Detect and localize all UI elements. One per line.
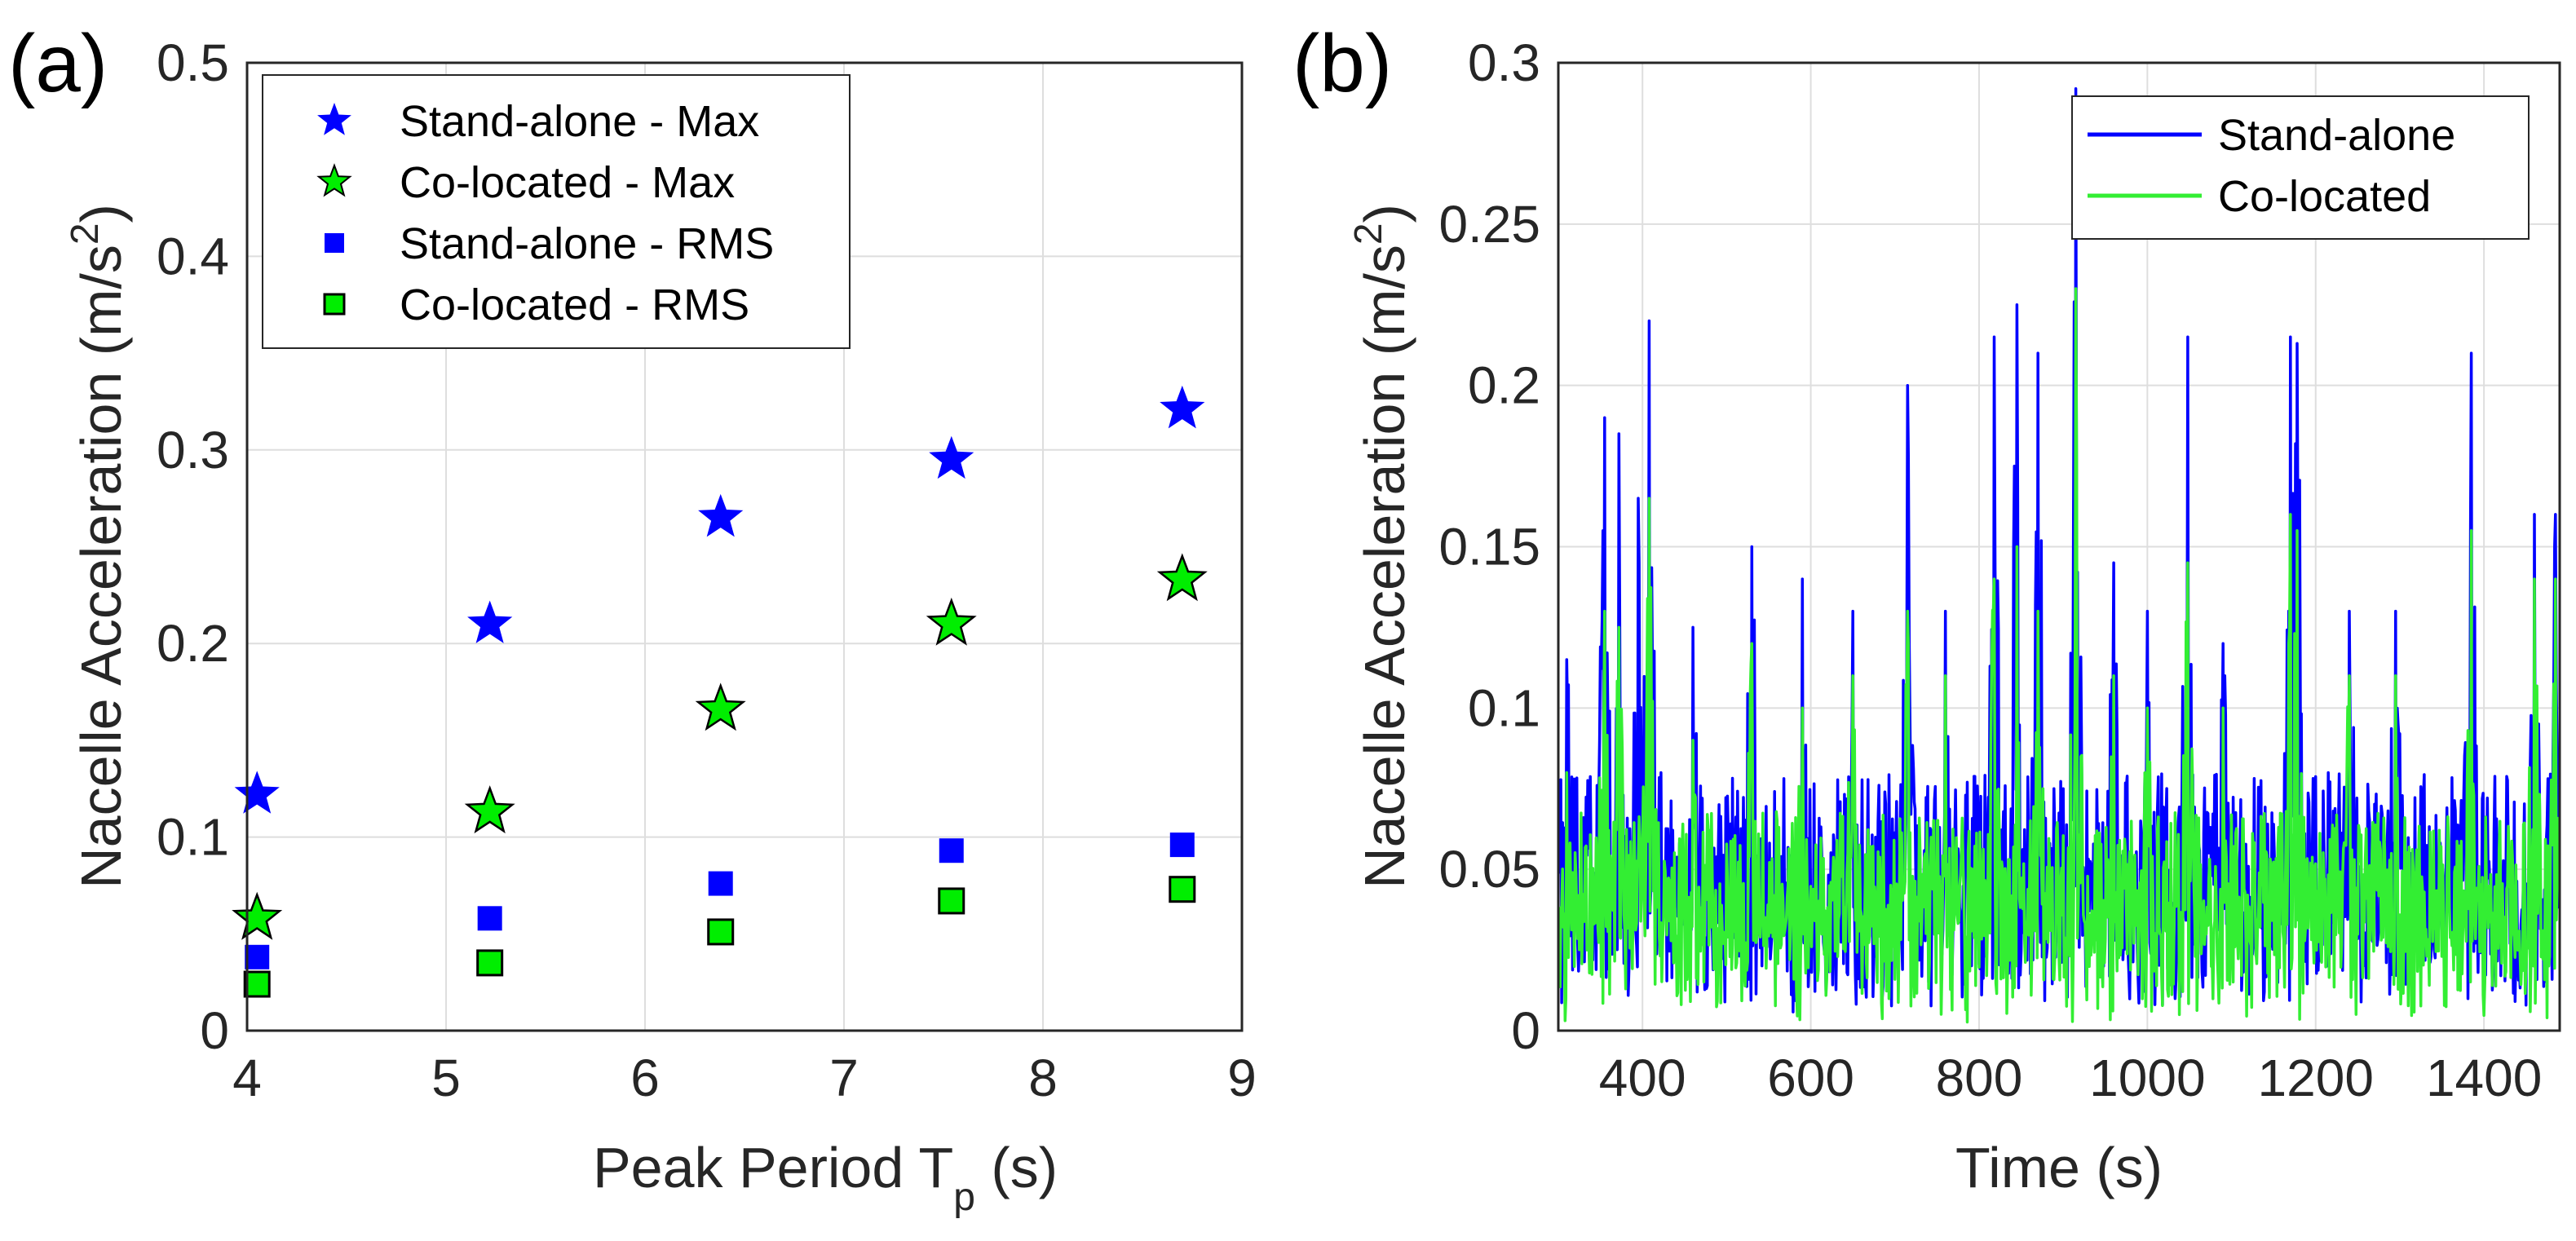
panel-b-label: (b) — [1292, 18, 1392, 109]
panel-a-legend-label: Stand-alone - RMS — [400, 219, 774, 268]
panel-a-axes-box — [245, 61, 1244, 1032]
panel-a-legend-star-icon — [316, 163, 352, 197]
panel-a-square-marker-s3-p4 — [1169, 876, 1196, 903]
panel-b-y-tick-labels: 0 0.05 0.1 0.15 0.2 0.25 0.3 — [1438, 33, 1540, 1060]
panel-b-y-label-suffix: ) — [1353, 204, 1416, 223]
panel-a-y-tick-label: 0 — [200, 1001, 229, 1060]
panel-b-y-tick-label: 0.25 — [1438, 195, 1540, 254]
panel-a-legend-square-icon — [325, 233, 344, 253]
panel-a-square-marker-s3-p0 — [243, 970, 271, 998]
panel-a-star-marker-s1-p0 — [232, 891, 283, 940]
panel-b-x-tick-label: 1200 — [2258, 1049, 2374, 1107]
panel-a-y-label-suffix: ) — [69, 204, 133, 223]
panel-a-star-marker-s0-p4 — [1160, 385, 1205, 429]
panel-a-square-marker-s2-p1 — [477, 906, 502, 931]
panel-a-legend-star-icon — [317, 103, 351, 135]
panel-a-y-tick-label: 0.5 — [157, 33, 229, 92]
panel-a-markers — [232, 385, 1208, 998]
panel-b-y-label-superscript: 2 — [1347, 223, 1390, 245]
panel-b-y-tick-label: 0.2 — [1468, 356, 1540, 415]
panel-a-y-tick-label: 0.2 — [157, 614, 229, 673]
panel-a-star-marker-s0-p2 — [698, 493, 744, 537]
panel-a-x-label-suffix: (s) — [975, 1136, 1058, 1199]
panel-a-x-tick-label: 5 — [431, 1049, 461, 1107]
panel-a-star-marker-s0-p3 — [929, 435, 974, 479]
panel-a-label: (a) — [8, 18, 108, 109]
panel-b-legend-label: Stand-alone — [2218, 111, 2455, 160]
panel-a-legend-box — [262, 74, 851, 349]
panel-a-x-label-main: Peak Period T — [593, 1136, 953, 1199]
panel-a-star-marker-s1-p3 — [926, 597, 977, 646]
panel-b-x-tick-label: 1000 — [2089, 1049, 2205, 1107]
panel-a-square-marker-s3-p3 — [938, 887, 965, 915]
panel-a-y-tick-label: 0.1 — [157, 808, 229, 867]
panel-a-legend-label: Co-located - RMS — [400, 280, 749, 329]
panel-a-x-tick-label: 8 — [1028, 1049, 1058, 1107]
panel-a-legend: Stand-alone - Max Co-located - Max Stand-a… — [262, 74, 851, 349]
panel-b-y-axis-label: Nacelle Acceleration (m/s2) — [1347, 204, 1416, 889]
panel-a-y-axis-label: Nacelle Acceleration (m/s2) — [64, 204, 133, 889]
panel-a-legend-items: Stand-alone - Max Co-located - Max Stand-a… — [316, 97, 774, 329]
panel-b-axes-box — [1557, 61, 2561, 1032]
panel-a-square-marker-s2-p3 — [939, 838, 964, 863]
panel-b-line-co-located — [1558, 287, 2560, 1024]
panel-a-star-marker-s1-p2 — [695, 682, 746, 731]
panel-a-y-label-superscript: 2 — [64, 223, 107, 245]
panel-a-x-tick-labels: 4 5 6 7 8 9 — [232, 1049, 1257, 1107]
panel-a-x-tick-label: 9 — [1227, 1049, 1257, 1107]
panel-b-x-tick-label: 400 — [1599, 1049, 1686, 1107]
panel-a-x-label-subscript: p — [953, 1176, 975, 1219]
panel-b: (b) 0 0.05 0.1 0.15 0.2 0.25 0.3 400 600 800 1000… — [1292, 18, 2561, 1199]
panel-b-x-tick-label: 600 — [1767, 1049, 1854, 1107]
panel-a-x-tick-label: 6 — [630, 1049, 660, 1107]
panel-a-square-marker-s2-p4 — [1169, 832, 1195, 858]
panel-a-square-marker-s2-p0 — [245, 944, 270, 969]
panel-a-x-tick-label: 4 — [232, 1049, 262, 1107]
panel-a-square-marker-s3-p1 — [476, 949, 504, 977]
panel-a-x-axis-label: Peak Period Tp (s) — [593, 1136, 1058, 1219]
panel-b-legend-label: Co-located — [2218, 172, 2431, 221]
panel-a-y-tick-label: 0.3 — [157, 421, 229, 479]
panel-b-legend-box — [2071, 95, 2530, 240]
panel-b-x-tick-labels: 400 600 800 1000 1200 1400 — [1599, 1049, 2543, 1107]
panel-a: (a) 0 0.1 0.2 0.3 0.4 0.5 4 5 6 7 8 9 Peak Period … — [8, 18, 1257, 1219]
panel-a-legend-label: Stand-alone - Max — [400, 97, 759, 146]
panel-a-legend-square-icon — [323, 293, 346, 316]
panel-b-x-tick-label: 1400 — [2426, 1049, 2542, 1107]
panel-b-x-axis-label: Time (s) — [1955, 1136, 2163, 1199]
panel-b-y-label-main: Nacelle Acceleration (m/s — [1353, 245, 1416, 889]
panel-a-x-tick-label: 7 — [829, 1049, 859, 1107]
panel-a-star-marker-s0-p1 — [467, 600, 513, 643]
panel-b-y-tick-label: 0.1 — [1468, 678, 1540, 737]
panel-b-y-tick-label: 0 — [1511, 1001, 1540, 1060]
panel-a-y-tick-label: 0.4 — [157, 227, 229, 285]
panel-b-legend-items: Stand-alone Co-located — [2088, 111, 2455, 221]
panel-b-series-lines — [1558, 86, 2560, 1024]
panel-b-y-tick-label: 0.3 — [1468, 33, 1540, 92]
panel-a-legend-label: Co-located - Max — [400, 158, 735, 207]
panel-a-star-marker-s1-p4 — [1156, 553, 1208, 602]
panel-a-square-marker-s3-p2 — [707, 918, 735, 946]
panel-b-legend: Stand-alone Co-located — [2071, 95, 2530, 240]
panel-a-y-tick-labels: 0 0.1 0.2 0.3 0.4 0.5 — [157, 33, 229, 1060]
panel-b-y-tick-label: 0.15 — [1438, 518, 1540, 576]
panel-a-square-marker-s2-p2 — [708, 871, 733, 896]
panel-a-y-label-main: Nacelle Acceleration (m/s — [69, 245, 133, 889]
panel-a-star-marker-s0-p0 — [234, 771, 280, 814]
panel-b-y-tick-label: 0.05 — [1438, 840, 1540, 899]
panel-b-x-tick-label: 800 — [1936, 1049, 2023, 1107]
panel-a-star-marker-s1-p1 — [464, 785, 515, 834]
